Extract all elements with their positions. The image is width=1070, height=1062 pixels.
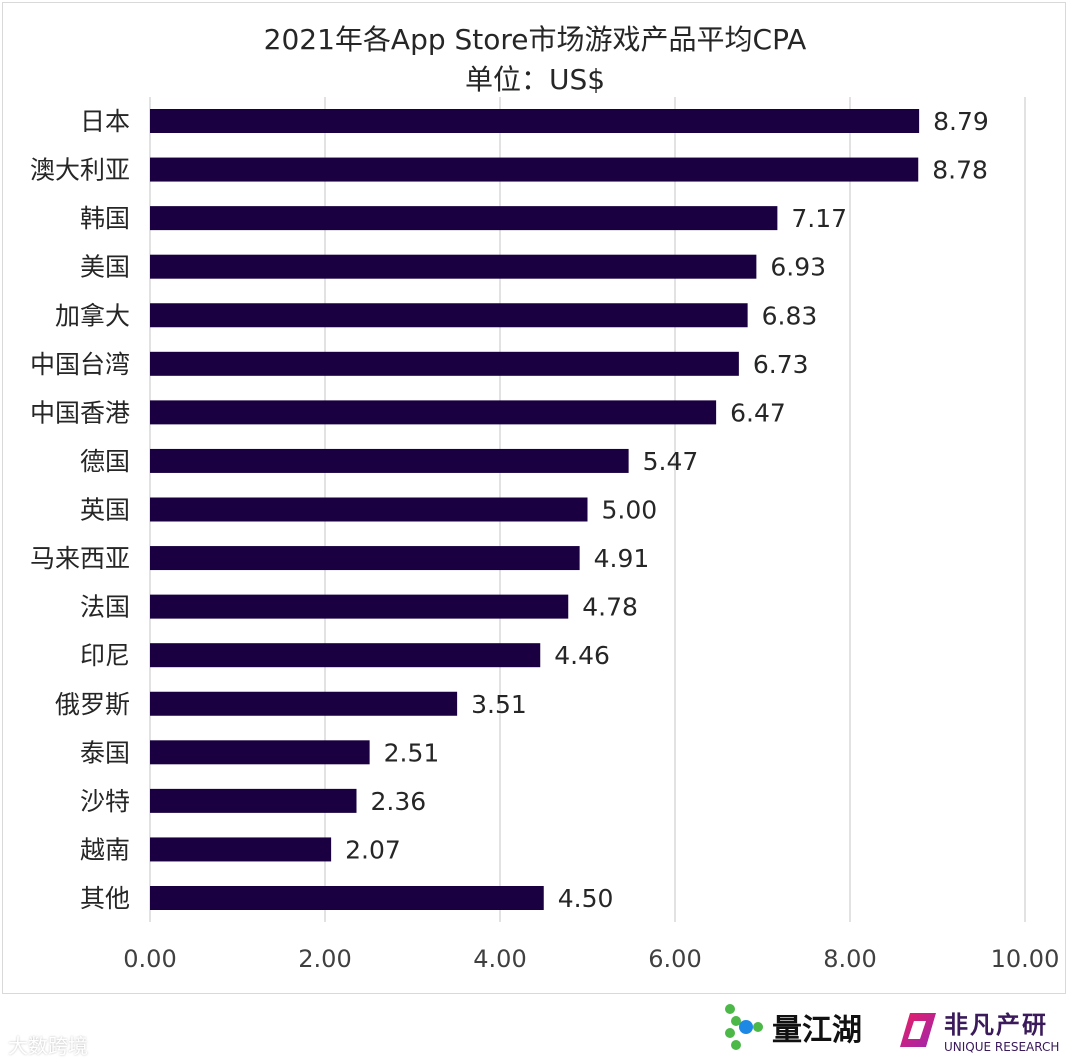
data-label: 5.00 xyxy=(602,496,658,525)
unique-research-logo-icon xyxy=(900,1012,936,1047)
category-label: 德国 xyxy=(80,447,130,476)
data-label: 4.91 xyxy=(594,544,650,573)
unique-research-logo: 非凡产研 UNIQUE RESEARCH xyxy=(896,1005,1059,1054)
category-label: 加拿大 xyxy=(55,301,130,330)
bar xyxy=(150,643,541,668)
category-label: 法国 xyxy=(80,593,130,622)
category-label: 韩国 xyxy=(80,204,130,233)
category-label: 美国 xyxy=(80,253,130,282)
bar xyxy=(150,400,717,425)
bar xyxy=(150,691,458,716)
bar xyxy=(150,448,629,473)
bar xyxy=(150,109,920,133)
category-label: 泰国 xyxy=(80,738,130,767)
bar xyxy=(150,546,580,571)
unique-research-cn: 非凡产研 xyxy=(944,1011,1048,1039)
category-label: 中国香港 xyxy=(30,398,130,427)
category-label: 沙特 xyxy=(80,787,130,816)
watermark: 大数跨境 xyxy=(8,1030,88,1059)
watermark-text: 大数跨境 xyxy=(8,1034,88,1058)
data-label: 6.93 xyxy=(770,253,826,282)
bar xyxy=(150,157,919,182)
category-label: 日本 xyxy=(80,107,130,136)
x-tick-label: 6.00 xyxy=(648,945,701,973)
bar xyxy=(150,837,332,862)
data-label: 4.50 xyxy=(558,884,614,913)
category-label: 澳大利亚 xyxy=(30,156,130,185)
data-label: 7.17 xyxy=(791,204,847,233)
unique-research-en: UNIQUE RESEARCH xyxy=(944,1040,1060,1054)
bar xyxy=(150,254,757,279)
data-label: 5.47 xyxy=(643,447,699,476)
liangjianghu-logo-icon xyxy=(725,1004,763,1050)
liangjianghu-logo: 量江湖 xyxy=(722,1003,862,1051)
x-tick-label: 10.00 xyxy=(991,945,1060,973)
bar xyxy=(150,303,748,328)
data-label: 2.51 xyxy=(384,738,440,767)
x-tick-label: 8.00 xyxy=(823,945,876,973)
data-label: 8.78 xyxy=(932,156,988,185)
category-label: 其他 xyxy=(80,884,130,913)
chart-subtitle: 单位：US$ xyxy=(464,63,606,96)
category-label: 俄罗斯 xyxy=(55,690,130,719)
liangjianghu-logo-text: 量江湖 xyxy=(772,1013,862,1048)
data-label: 6.83 xyxy=(762,301,818,330)
chart-title: 2021年各App Store市场游戏产品平均CPA xyxy=(263,23,807,56)
x-tick-label: 4.00 xyxy=(473,945,526,973)
chart-frame xyxy=(2,2,1066,994)
category-label: 中国台湾 xyxy=(30,350,130,379)
data-label: 2.36 xyxy=(371,787,427,816)
bar xyxy=(150,594,569,619)
data-label: 8.79 xyxy=(933,107,989,136)
data-label: 6.73 xyxy=(753,350,809,379)
data-label: 6.47 xyxy=(730,398,786,427)
data-label: 3.51 xyxy=(471,690,527,719)
bar xyxy=(150,788,357,813)
data-label: 2.07 xyxy=(345,835,401,864)
x-tick-label: 2.00 xyxy=(298,945,351,973)
data-label: 4.78 xyxy=(582,593,638,622)
category-label: 英国 xyxy=(80,496,130,525)
bar xyxy=(150,886,544,910)
category-label: 印尼 xyxy=(80,641,130,670)
x-tick-label: 0.00 xyxy=(123,945,176,973)
category-label: 越南 xyxy=(80,835,130,864)
bar xyxy=(150,206,778,231)
category-label: 马来西亚 xyxy=(30,544,130,573)
bar xyxy=(150,351,739,376)
bar xyxy=(150,740,370,765)
bar xyxy=(150,497,588,522)
data-label: 4.46 xyxy=(554,641,610,670)
bar-chart: 0.00 2.00 4.00 6.00 8.00 10.00 日本 8.79 澳大利亚 8.78 韩… xyxy=(30,97,1060,973)
